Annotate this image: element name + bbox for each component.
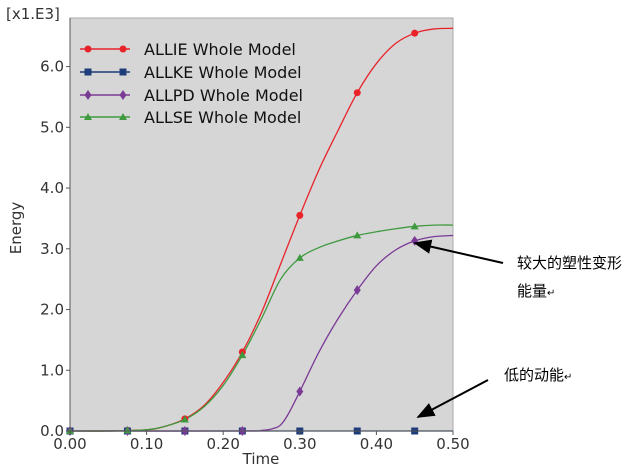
legend-item-allpd: ALLPD Whole Model bbox=[80, 86, 303, 105]
annotation-text-line: 能量 bbox=[517, 282, 547, 300]
data-point-triangle bbox=[353, 231, 362, 239]
annotation-text-line: 低的动能 bbox=[504, 366, 564, 384]
legend-label: ALLPD Whole Model bbox=[144, 86, 303, 105]
plot-area bbox=[69, 17, 454, 432]
legend-item-allie: ALLIE Whole Model bbox=[80, 40, 296, 59]
x-ticks: 0.00 0.10 0.20 0.30 0.40 0.50 bbox=[53, 431, 470, 453]
y-tick-label: 4.0 bbox=[40, 179, 64, 197]
legend-label: ALLIE Whole Model bbox=[144, 40, 296, 59]
series-line-triangle bbox=[69, 224, 454, 432]
annotation-low-kinetic-energy: 低的动能↵ bbox=[416, 366, 572, 418]
y-tick-label: 1.0 bbox=[40, 361, 64, 379]
annotation-text: 能量↵ bbox=[517, 282, 555, 300]
legend-marker-square bbox=[84, 68, 92, 76]
x-tick-label: 0.40 bbox=[360, 435, 393, 453]
y-ticks: 0.0 1.0 2.0 3.0 4.0 5.0 6.0 bbox=[40, 58, 70, 440]
data-point-triangle bbox=[410, 222, 419, 230]
x-axis-title: Time bbox=[242, 450, 280, 468]
annotation-mark: ↵ bbox=[547, 288, 555, 299]
legend-marker-circle bbox=[119, 45, 127, 53]
legend-label: ALLKE Whole Model bbox=[144, 63, 302, 82]
y-axis-title: Energy bbox=[7, 202, 25, 255]
legend-marker-triangle bbox=[119, 113, 127, 120]
y-tick-label: 5.0 bbox=[40, 118, 64, 136]
legend-marker-diamond bbox=[84, 90, 92, 100]
x-tick-label: 0.10 bbox=[130, 435, 163, 453]
annotation-plastic-energy: 较大的塑性变形 能量↵ bbox=[413, 239, 622, 300]
data-point-triangle bbox=[123, 426, 132, 434]
legend-label: ALLSE Whole Model bbox=[144, 108, 301, 127]
x-tick-label: 0.50 bbox=[436, 435, 469, 453]
data-point-diamond bbox=[296, 386, 304, 397]
y-tick-label: 3.0 bbox=[40, 240, 64, 258]
legend-marker-square bbox=[119, 68, 127, 76]
annotation-text: 较大的塑性变形 bbox=[517, 254, 622, 272]
scale-label: [x1.E3] bbox=[6, 5, 60, 23]
data-point-triangle bbox=[238, 351, 247, 359]
x-tick-label: 0.30 bbox=[283, 435, 316, 453]
annotation-mark: ↵ bbox=[564, 372, 572, 383]
x-tick-label: 0.20 bbox=[206, 435, 239, 453]
data-point-triangle bbox=[295, 253, 304, 261]
data-point-diamond bbox=[353, 285, 361, 296]
data-point-circle bbox=[296, 211, 304, 219]
annotation-text: 低的动能↵ bbox=[504, 366, 572, 384]
annotation-arrow bbox=[413, 239, 504, 264]
x-tick-label: 0.00 bbox=[53, 435, 86, 453]
data-point-circle bbox=[411, 29, 419, 37]
legend-marker-triangle bbox=[84, 113, 92, 120]
axes bbox=[69, 18, 453, 432]
y-tick-label: 0.0 bbox=[40, 422, 64, 440]
data-point-circle bbox=[353, 89, 361, 97]
legend-item-allke: ALLKE Whole Model bbox=[80, 63, 302, 82]
data-point-triangle bbox=[180, 415, 189, 423]
y-tick-label: 6.0 bbox=[40, 58, 64, 76]
legend-marker-diamond bbox=[119, 90, 127, 100]
series-line-diamond bbox=[69, 234, 454, 432]
annotation-arrow bbox=[416, 379, 489, 418]
legend: ALLIE Whole Model ALLKE Whole Model ALLP… bbox=[80, 40, 303, 127]
legend-marker-circle bbox=[84, 45, 92, 53]
y-tick-label: 2.0 bbox=[40, 301, 64, 319]
legend-item-allse: ALLSE Whole Model bbox=[80, 108, 301, 127]
